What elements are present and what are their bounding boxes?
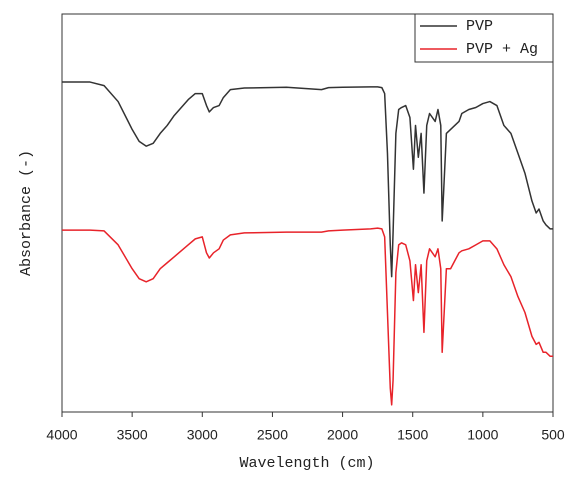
x-tick-label: 1500 <box>397 427 428 443</box>
legend-label: PVP + Ag <box>466 41 538 58</box>
x-tick-label: 3500 <box>117 427 148 443</box>
x-tick-label: 3000 <box>187 427 218 443</box>
series-line <box>62 81 553 278</box>
x-tick-label: 500 <box>541 427 565 443</box>
x-tick-label: 4000 <box>46 427 77 443</box>
x-axis-label: Wavelength (cm) <box>239 455 374 472</box>
legend-label: PVP <box>466 18 493 35</box>
x-tick-label: 2000 <box>327 427 358 443</box>
legend-box <box>414 13 554 63</box>
x-tick-label: 2500 <box>257 427 288 443</box>
series-line <box>62 227 553 406</box>
y-axis-label: Absorbance (-) <box>18 150 35 276</box>
plot-frame <box>61 13 554 413</box>
x-tick-label: 1000 <box>467 427 498 443</box>
